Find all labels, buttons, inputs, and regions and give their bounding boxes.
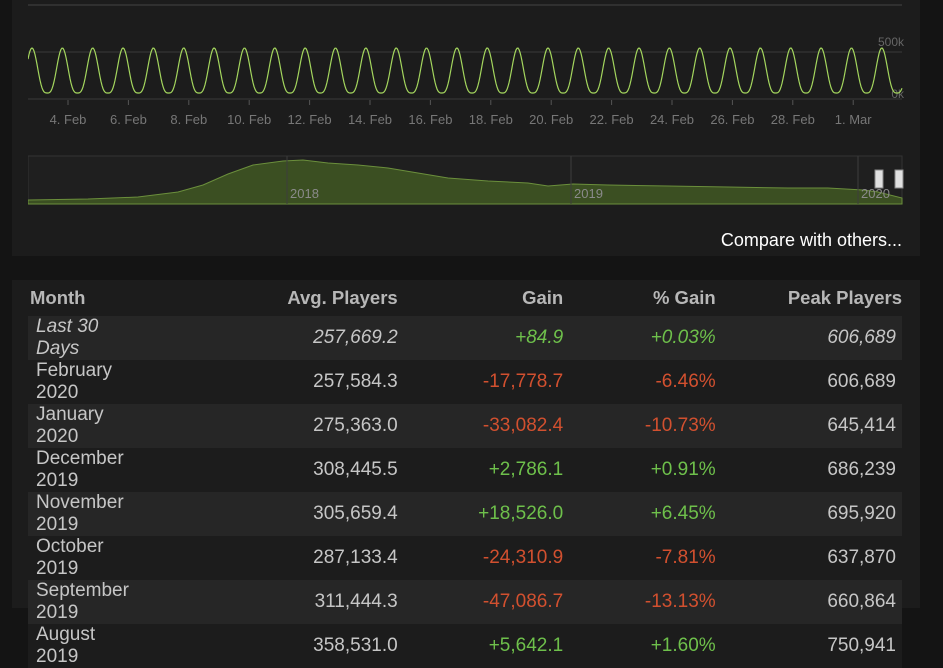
cell-month: January 2020 (36, 404, 104, 447)
cell-gain: -24,310.9 (482, 547, 564, 568)
cell-month: Last 30 Days (36, 316, 99, 359)
monthly-stats-panel: Month Avg. Players Gain % Gain Peak Play… (12, 280, 920, 668)
cell-month: September 2019 (36, 580, 129, 623)
cell-gain: -33,082.4 (482, 415, 564, 436)
cell-pct-gain: +1.60% (650, 635, 716, 656)
x-axis-date-label: 14. Feb (348, 112, 392, 127)
player-chart-panel: 500k 0k 4. Feb 6. Feb 8. Feb 10. Feb 12. Feb 14… (12, 0, 920, 256)
navigator-area (28, 159, 903, 205)
table-row: Last 30 Days 257,669.2 +84.9 +0.03% 606,689 (28, 316, 902, 360)
navigator-year-label: 2018 (290, 186, 319, 201)
cell-month: November 2019 (36, 492, 124, 535)
navigator-year-label: 2020 (861, 186, 890, 201)
cell-peak-players: 637,870 (827, 547, 896, 568)
x-axis-date-label: 6. Feb (110, 112, 147, 127)
cell-avg-players: 358,531.0 (313, 635, 398, 656)
cell-gain: -17,778.7 (482, 371, 564, 392)
cell-peak-players: 686,239 (827, 459, 896, 480)
cell-pct-gain: -10.73% (644, 415, 716, 436)
cell-gain: +2,786.1 (488, 459, 564, 480)
cell-gain: +5,642.1 (488, 635, 564, 656)
x-axis-date-label: 10. Feb (227, 112, 271, 127)
table-header-row: Month Avg. Players Gain % Gain Peak Play… (28, 280, 902, 316)
cell-avg-players: 257,584.3 (313, 371, 398, 392)
cell-peak-players: 645,414 (827, 415, 896, 436)
cell-pct-gain: +0.03% (650, 327, 716, 348)
y-axis-label: 500k (878, 35, 905, 49)
table-row: October 2019 287,133.4 -24,310.9 -7.81% 637,… (28, 536, 902, 580)
cell-pct-gain: -7.81% (655, 547, 716, 568)
x-axis-date-label: 20. Feb (529, 112, 573, 127)
cell-avg-players: 311,444.3 (314, 591, 398, 612)
cell-pct-gain: +0.91% (650, 459, 716, 480)
table-row: January 2020 275,363.0 -33,082.4 -10.73% 645… (28, 404, 902, 448)
cell-gain: -47,086.7 (482, 591, 564, 612)
table-row: August 2019 358,531.0 +5,642.1 +1.60% 750,94… (28, 624, 902, 668)
table-row: September 2019 311,444.3 -47,086.7 -13.13% 6… (28, 580, 902, 624)
x-axis-date-label: 8. Feb (170, 112, 207, 127)
cell-peak-players: 750,941 (827, 635, 896, 656)
players-line (28, 47, 903, 94)
cell-pct-gain: -13.13% (644, 591, 716, 612)
cell-month: December 2019 (36, 448, 124, 491)
x-axis-date-label: 4. Feb (50, 112, 87, 127)
cell-gain: +18,526.0 (478, 503, 564, 524)
compare-with-others-link[interactable]: Compare with others... (720, 230, 902, 250)
cell-pct-gain: -6.46% (655, 371, 716, 392)
header-peak-players: Peak Players (787, 287, 902, 308)
navigator-right-handle[interactable] (894, 169, 904, 189)
table-row: November 2019 305,659.4 +18,526.0 +6.45% 695… (28, 492, 902, 536)
cell-month: February 2020 (36, 360, 113, 403)
x-axis-date-label: 18. Feb (469, 112, 513, 127)
navigator-left-handle[interactable] (874, 169, 884, 189)
cell-month: October 2019 (36, 536, 104, 579)
x-axis-date-label: 24. Feb (650, 112, 694, 127)
cell-peak-players: 606,689 (827, 371, 896, 392)
x-axis-date-label: 1. Mar (835, 112, 873, 127)
table-row: December 2019 308,445.5 +2,786.1 +0.91% 686,… (28, 448, 902, 492)
x-axis-date-label: 28. Feb (771, 112, 815, 127)
header-month: Month (30, 287, 86, 308)
cell-month: August 2019 (36, 624, 96, 667)
cell-peak-players: 695,920 (827, 503, 896, 524)
cell-peak-players: 660,864 (827, 591, 896, 612)
header-pct-gain: % Gain (652, 287, 716, 308)
navigator-year-label: 2019 (574, 186, 603, 201)
y-axis-label: 0k (891, 87, 905, 101)
cell-pct-gain: +6.45% (650, 503, 716, 524)
cell-avg-players: 308,445.5 (313, 459, 398, 480)
cell-gain: +84.9 (515, 327, 564, 348)
x-axis-date-label: 12. Feb (288, 112, 332, 127)
cell-avg-players: 275,363.0 (313, 415, 398, 436)
header-avg-players: Avg. Players (287, 287, 398, 308)
cell-avg-players: 305,659.4 (313, 503, 398, 524)
cell-avg-players: 257,669.2 (313, 327, 398, 348)
x-axis-date-label: 16. Feb (408, 112, 452, 127)
cell-avg-players: 287,133.4 (313, 547, 398, 568)
header-gain: Gain (522, 287, 564, 308)
navigator-chart[interactable]: 2018 2019 2020 (28, 152, 920, 208)
monthly-stats-table: Month Avg. Players Gain % Gain Peak Play… (28, 280, 902, 668)
x-axis-date-label: 26. Feb (710, 112, 754, 127)
cell-peak-players: 606,689 (827, 327, 896, 348)
x-axis-date-label: 22. Feb (590, 112, 634, 127)
table-row: February 2020 257,584.3 -17,778.7 -6.46% 606… (28, 360, 902, 404)
players-line-chart[interactable]: 500k 0k 4. Feb 6. Feb 8. Feb 10. Feb 12. Feb 14… (28, 0, 920, 140)
